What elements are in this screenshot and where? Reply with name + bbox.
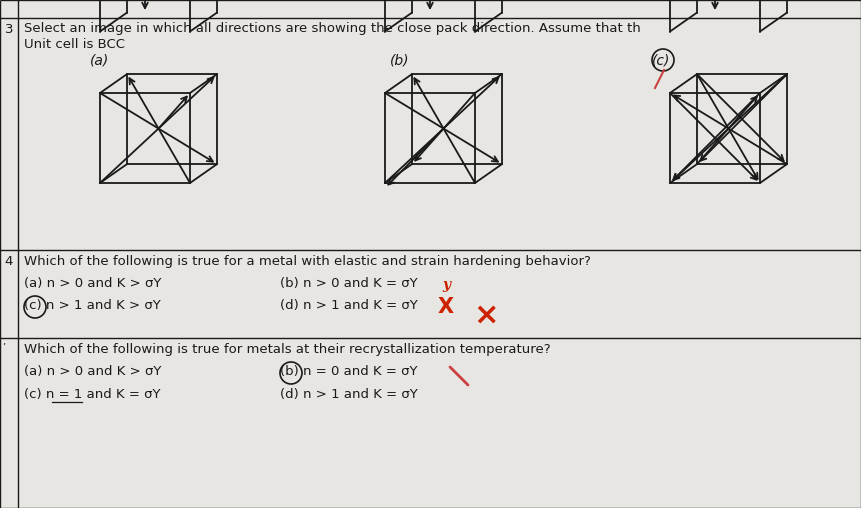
- Text: (d) n > 1 and K = σY: (d) n > 1 and K = σY: [280, 299, 418, 312]
- Text: (a): (a): [90, 54, 109, 68]
- Text: (b) n = 0 and K = σY: (b) n = 0 and K = σY: [280, 365, 417, 378]
- Text: Which of the following is true for a metal with elastic and strain hardening beh: Which of the following is true for a met…: [24, 255, 590, 268]
- Text: (a) n > 0 and K > σY: (a) n > 0 and K > σY: [24, 365, 161, 378]
- Text: Which of the following is true for metals at their recrystallization temperature: Which of the following is true for metal…: [24, 343, 550, 356]
- Text: Select an image in which all directions are showing the close pack direction. As: Select an image in which all directions …: [24, 22, 640, 35]
- Text: (c) n > 1 and K > σY: (c) n > 1 and K > σY: [24, 299, 160, 312]
- Text: 4: 4: [5, 255, 13, 268]
- Text: (d) n > 1 and K = σY: (d) n > 1 and K = σY: [280, 388, 418, 401]
- Text: (a) n > 0 and K > σY: (a) n > 0 and K > σY: [24, 277, 161, 290]
- Text: Unit cell is BCC: Unit cell is BCC: [24, 38, 125, 51]
- Text: 3: 3: [5, 23, 13, 36]
- Text: X: X: [437, 297, 454, 317]
- Text: ’: ’: [2, 343, 5, 353]
- Text: (c): (c): [651, 54, 670, 68]
- Text: y: y: [442, 278, 449, 292]
- Text: (b) n > 0 and K = σY: (b) n > 0 and K = σY: [280, 277, 417, 290]
- Text: ×: ×: [473, 301, 498, 330]
- Text: (c) n = 1 and K = σY: (c) n = 1 and K = σY: [24, 388, 160, 401]
- Text: (b): (b): [389, 54, 409, 68]
